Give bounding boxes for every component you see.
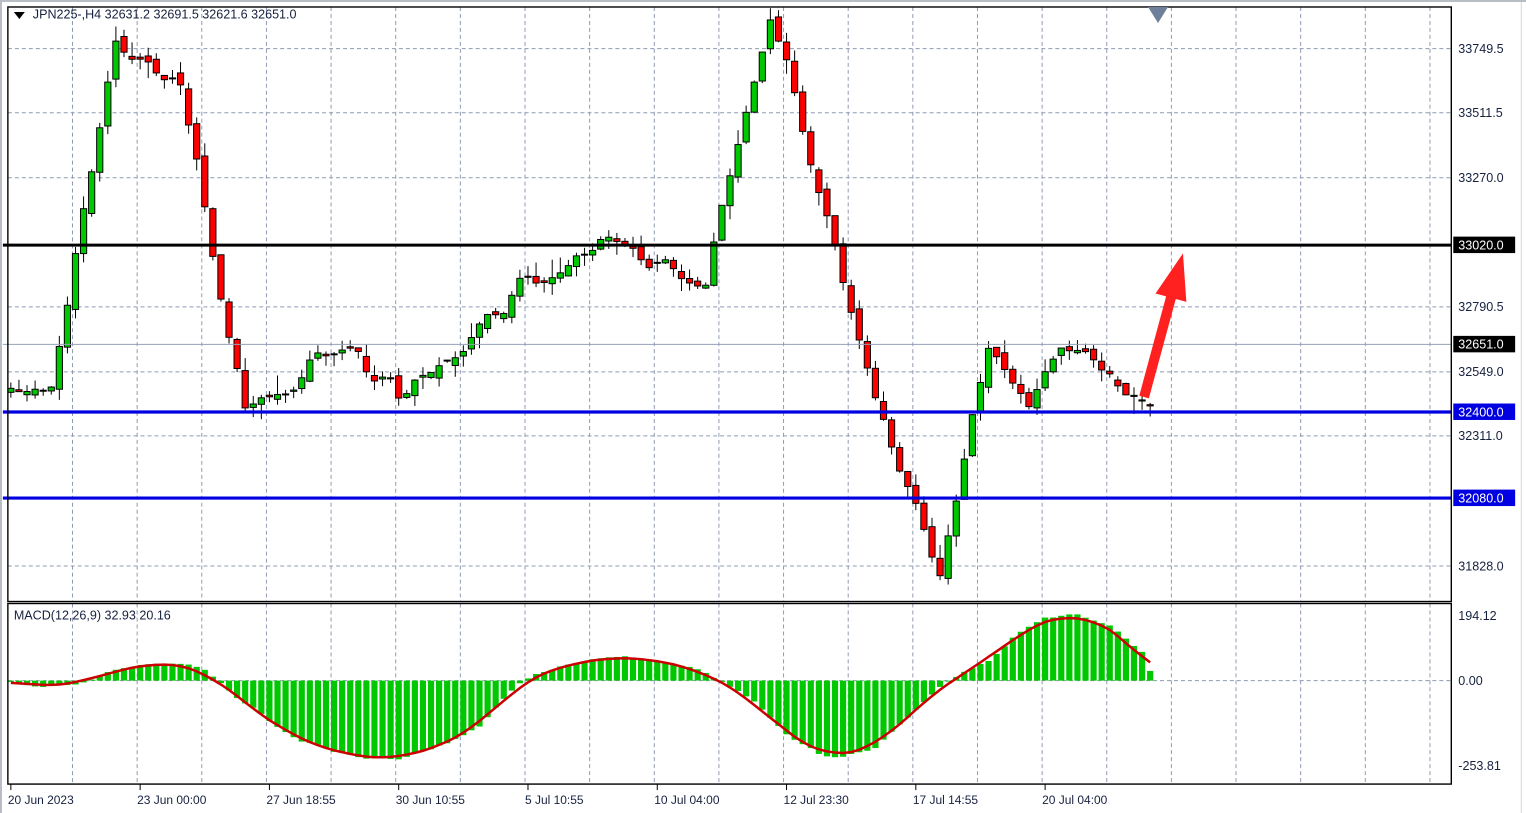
svg-text:27 Jun 18:55: 27 Jun 18:55 [266,793,336,807]
svg-text:MACD(12,26,9) 32.93 20.16: MACD(12,26,9) 32.93 20.16 [14,608,171,622]
svg-text:32400.0: 32400.0 [1458,405,1503,419]
svg-text:32549.0: 32549.0 [1458,365,1503,379]
svg-text:17 Jul 14:55: 17 Jul 14:55 [913,793,979,807]
svg-text:194.12: 194.12 [1458,609,1496,623]
svg-text:32790.5: 32790.5 [1458,300,1503,314]
svg-text:30 Jun 10:55: 30 Jun 10:55 [396,793,466,807]
svg-text:-253.81: -253.81 [1458,759,1501,773]
svg-text:5 Jul 10:55: 5 Jul 10:55 [525,793,584,807]
svg-text:12 Jul 23:30: 12 Jul 23:30 [784,793,850,807]
svg-text:0.00: 0.00 [1458,674,1482,688]
svg-text:31828.0: 31828.0 [1458,559,1503,573]
svg-text:20 Jul 04:00: 20 Jul 04:00 [1042,793,1108,807]
svg-text:32080.0: 32080.0 [1458,491,1503,505]
svg-text:10 Jul 04:00: 10 Jul 04:00 [654,793,720,807]
svg-text:32651.0: 32651.0 [1458,338,1503,352]
svg-text:32311.0: 32311.0 [1458,429,1502,443]
svg-text:33749.5: 33749.5 [1458,42,1503,56]
svg-text:23 Jun 00:00: 23 Jun 00:00 [137,793,207,807]
svg-text:33270.0: 33270.0 [1458,171,1503,185]
svg-text:33511.5: 33511.5 [1458,106,1502,120]
svg-text:33020.0: 33020.0 [1458,238,1503,252]
svg-text:JPN225-,H4 32631.2 32691.5 32: JPN225-,H4 32631.2 32691.5 32621.6 32651… [33,7,297,21]
svg-text:20 Jun 2023: 20 Jun 2023 [8,793,74,807]
